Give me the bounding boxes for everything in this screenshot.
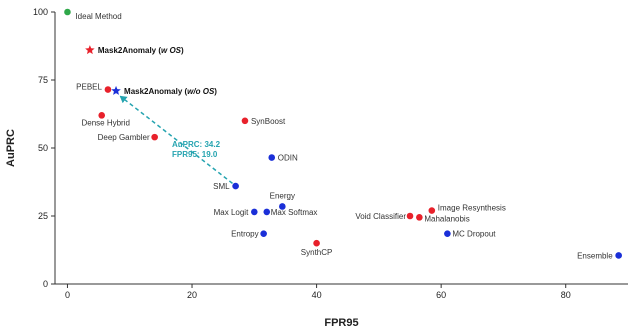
data-point-label: Max Logit xyxy=(214,208,249,217)
annotation-text: AuPRC: 34.2 xyxy=(172,140,221,149)
data-point-star xyxy=(85,45,95,55)
data-point-label: SynthCP xyxy=(301,248,333,257)
label-part: Mask2Anomaly ( xyxy=(124,87,187,96)
data-point-label: MC Dropout xyxy=(452,230,496,239)
data-point xyxy=(232,182,239,190)
data-point xyxy=(615,252,622,259)
data-point-label: Ensemble xyxy=(577,251,613,260)
data-point xyxy=(428,207,436,214)
y-tick-label: 50 xyxy=(38,143,48,153)
data-point xyxy=(263,208,271,216)
x-tick-label: 40 xyxy=(312,290,322,300)
data-point-label: ODIN xyxy=(278,154,298,163)
data-point-label: Image Resynthesis xyxy=(438,204,506,213)
data-point xyxy=(268,154,276,161)
data-point-label: Ideal Method xyxy=(75,12,121,21)
data-point-label: PEBEL xyxy=(76,83,102,92)
data-point-label: Mask2Anomaly (w/o OS) xyxy=(124,87,217,96)
data-point xyxy=(151,133,158,141)
label-part: Mask2Anomaly ( xyxy=(98,46,161,55)
data-point xyxy=(279,203,286,210)
data-point-label: SynBoost xyxy=(251,117,286,126)
data-point-label: Max Softmax xyxy=(271,208,318,217)
data-point-label: SML xyxy=(213,182,230,191)
y-tick-label: 75 xyxy=(38,75,48,85)
data-point xyxy=(104,86,112,93)
data-point-label: Mahalanobis xyxy=(424,214,469,223)
data-point xyxy=(241,117,249,125)
data-point-label: Void Classifier xyxy=(355,212,406,221)
label-part-italic: w OS xyxy=(161,46,182,55)
x-tick-label: 0 xyxy=(65,290,70,300)
x-axis-title: FPR95 xyxy=(324,317,358,329)
y-tick-label: 25 xyxy=(38,211,48,221)
label-part: ) xyxy=(181,46,184,55)
axes: 0 20 40 60 80 0 25 50 75 100 xyxy=(33,7,628,300)
data-point xyxy=(251,208,258,216)
data-point xyxy=(406,212,414,220)
data-point xyxy=(98,112,106,119)
data-point xyxy=(260,230,267,237)
y-tick-label: 0 xyxy=(43,279,48,289)
data-point-star xyxy=(111,85,121,95)
y-tick-label: 100 xyxy=(33,7,48,17)
data-point xyxy=(416,214,423,221)
data-point-label: Energy xyxy=(270,191,295,200)
data-point-label: Entropy xyxy=(231,230,259,239)
data-point xyxy=(313,239,320,247)
y-axis-title: AuPRC xyxy=(5,129,17,167)
x-tick-label: 80 xyxy=(561,290,571,300)
annotation-arrow xyxy=(119,95,233,184)
data-point-label: Deep Gambler xyxy=(98,133,150,142)
data-point xyxy=(64,8,71,16)
label-part: ) xyxy=(214,87,217,96)
x-tick-label: 60 xyxy=(436,290,446,300)
x-tick-label: 20 xyxy=(187,290,197,300)
data-point-label: Mask2Anomaly (w OS) xyxy=(98,46,184,55)
data-point-label: Dense Hybrid xyxy=(81,118,129,127)
data-point xyxy=(444,230,451,237)
annotation-text: FPR95: 19.0 xyxy=(172,150,218,159)
label-part-italic: w/o OS xyxy=(187,87,215,96)
